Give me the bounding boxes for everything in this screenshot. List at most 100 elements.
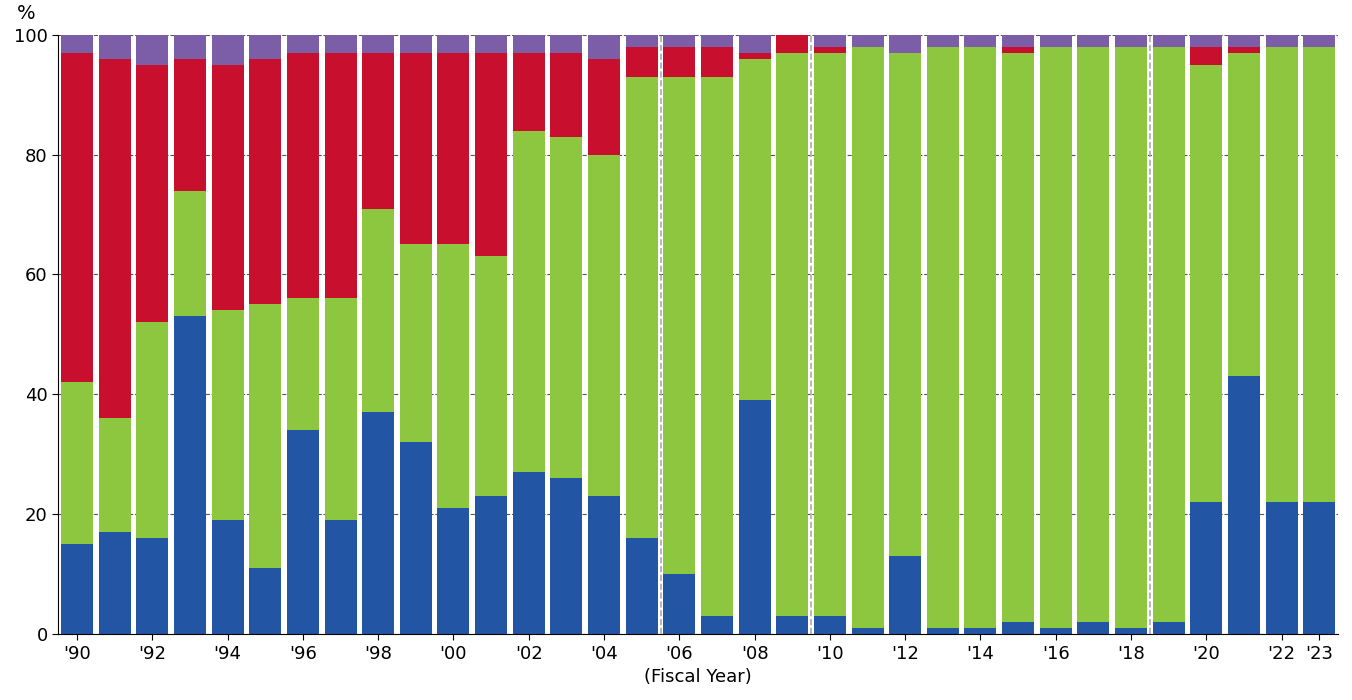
Bar: [249, 59, 281, 304]
Bar: [61, 382, 93, 544]
Bar: [1228, 52, 1260, 377]
Bar: [927, 35, 959, 47]
Bar: [61, 544, 93, 634]
Bar: [512, 35, 545, 52]
Bar: [776, 52, 808, 616]
Bar: [438, 35, 469, 52]
X-axis label: (Fiscal Year): (Fiscal Year): [645, 668, 752, 686]
Bar: [174, 190, 206, 316]
Bar: [1228, 377, 1260, 634]
Bar: [890, 556, 921, 634]
Bar: [211, 310, 243, 520]
Bar: [890, 52, 921, 556]
Bar: [137, 323, 168, 538]
Bar: [249, 35, 281, 59]
Bar: [1040, 47, 1072, 628]
Bar: [287, 298, 319, 430]
Bar: [814, 35, 846, 47]
Bar: [475, 35, 507, 52]
Bar: [174, 35, 206, 59]
Bar: [550, 35, 583, 52]
Bar: [700, 47, 733, 76]
Bar: [588, 155, 621, 496]
Bar: [1228, 47, 1260, 52]
Bar: [1002, 622, 1034, 634]
Bar: [664, 35, 695, 47]
Bar: [852, 47, 884, 628]
Bar: [99, 35, 131, 59]
Bar: [475, 496, 507, 634]
Bar: [1078, 47, 1110, 622]
Bar: [400, 35, 431, 52]
Bar: [927, 47, 959, 628]
Bar: [287, 430, 319, 634]
Bar: [400, 442, 431, 634]
Bar: [287, 35, 319, 52]
Bar: [700, 35, 733, 47]
Bar: [1153, 622, 1184, 634]
Bar: [1078, 622, 1110, 634]
Bar: [588, 59, 621, 155]
Bar: [512, 131, 545, 472]
Bar: [852, 35, 884, 47]
Bar: [400, 52, 431, 244]
Bar: [362, 209, 395, 412]
Bar: [1040, 35, 1072, 47]
Bar: [61, 35, 93, 52]
Bar: [512, 52, 545, 131]
Bar: [738, 59, 771, 400]
Bar: [550, 52, 583, 136]
Bar: [588, 35, 621, 59]
Bar: [964, 47, 996, 628]
Bar: [400, 244, 431, 442]
Bar: [550, 478, 583, 634]
Bar: [814, 47, 846, 52]
Bar: [174, 59, 206, 190]
Bar: [324, 52, 357, 298]
Bar: [1303, 35, 1336, 47]
Bar: [626, 47, 657, 76]
Bar: [1190, 35, 1222, 47]
Bar: [174, 316, 206, 634]
Bar: [211, 520, 243, 634]
Bar: [1002, 35, 1034, 47]
Bar: [287, 52, 319, 298]
Bar: [324, 298, 357, 520]
Bar: [324, 520, 357, 634]
Bar: [1190, 64, 1222, 503]
Bar: [1153, 35, 1184, 47]
Bar: [211, 35, 243, 64]
Bar: [964, 628, 996, 634]
Bar: [1303, 47, 1336, 503]
Bar: [362, 35, 395, 52]
Bar: [738, 35, 771, 52]
Bar: [927, 628, 959, 634]
Bar: [1265, 47, 1298, 503]
Bar: [438, 52, 469, 244]
Bar: [475, 52, 507, 256]
Bar: [362, 412, 395, 634]
Bar: [211, 64, 243, 310]
Bar: [1002, 47, 1034, 52]
Y-axis label: %: %: [16, 4, 35, 22]
Bar: [964, 35, 996, 47]
Bar: [776, 35, 808, 52]
Bar: [1115, 628, 1146, 634]
Bar: [738, 52, 771, 59]
Bar: [438, 508, 469, 634]
Bar: [249, 568, 281, 634]
Bar: [626, 35, 657, 47]
Bar: [137, 64, 168, 323]
Bar: [626, 538, 657, 634]
Bar: [1040, 628, 1072, 634]
Bar: [362, 52, 395, 209]
Bar: [99, 59, 131, 419]
Bar: [475, 256, 507, 496]
Bar: [512, 473, 545, 634]
Bar: [664, 76, 695, 574]
Bar: [1002, 52, 1034, 622]
Bar: [1115, 35, 1146, 47]
Bar: [664, 574, 695, 634]
Bar: [626, 76, 657, 538]
Bar: [852, 628, 884, 634]
